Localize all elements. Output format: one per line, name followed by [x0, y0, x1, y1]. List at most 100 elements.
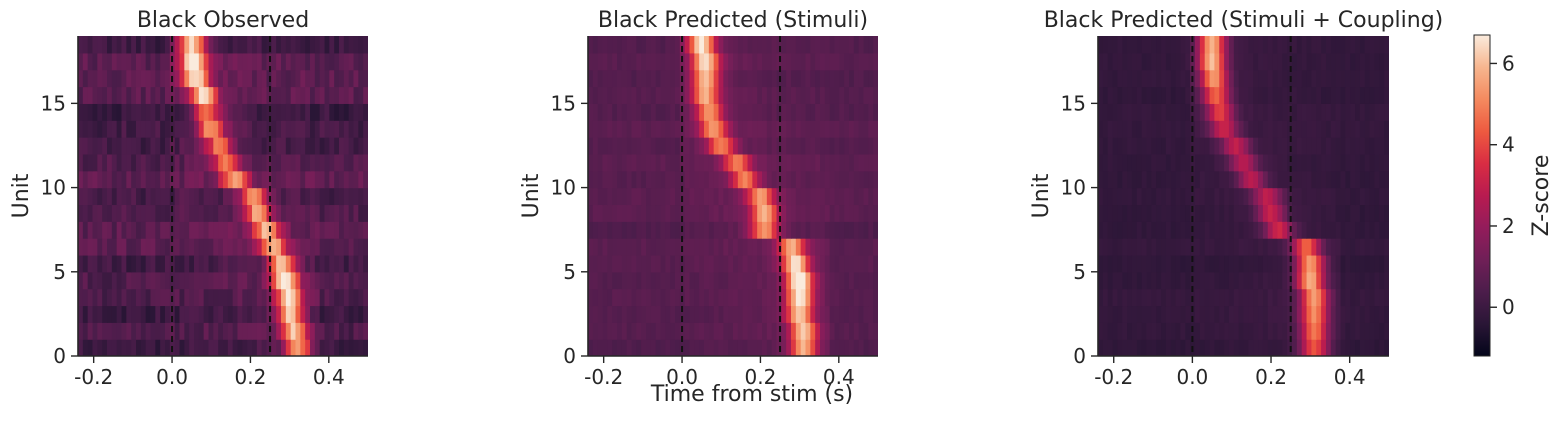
- heatmap-cell: [1219, 288, 1225, 307]
- heatmap-cell: [675, 204, 681, 222]
- heatmap-cell: [218, 288, 224, 307]
- heatmap-cell: [290, 288, 297, 307]
- heatmap-cell: [1262, 170, 1269, 189]
- heatmap-cell: [1219, 271, 1225, 290]
- heatmap-cell: [805, 52, 811, 71]
- heatmap-cell: [363, 86, 368, 104]
- heatmap-cell: [1204, 86, 1211, 104]
- heatmap-cell: [704, 36, 710, 54]
- heatmap-cell: [1224, 170, 1230, 189]
- heatmap-cell: [776, 254, 782, 273]
- heatmap-cell: [810, 254, 816, 273]
- heatmap-cell: [334, 187, 340, 206]
- heatmap-cell: [824, 204, 831, 222]
- heatmap-cell: [1364, 103, 1371, 121]
- heatmap-cell: [1190, 86, 1196, 104]
- heatmap-cell: [1209, 254, 1215, 273]
- heatmap-cell: [1170, 271, 1177, 290]
- heatmap-cell: [592, 36, 599, 54]
- heatmap-cell: [353, 221, 359, 239]
- heatmap-cell: [247, 36, 253, 54]
- heatmap-cell: [111, 52, 118, 71]
- heatmap-cell: [1248, 322, 1254, 340]
- heatmap-cell: [1195, 322, 1201, 340]
- heatmap-cell: [1301, 69, 1308, 88]
- heatmap-cell: [1311, 204, 1317, 222]
- heatmap-cell: [155, 69, 161, 88]
- heatmap-cell: [723, 137, 729, 155]
- heatmap-cell: [1185, 238, 1191, 256]
- heatmap-cell: [1185, 153, 1191, 172]
- heatmap-cell: [1136, 69, 1143, 88]
- heatmap-cell: [863, 288, 869, 307]
- heatmap-cell: [1277, 254, 1283, 273]
- heatmap-cell: [1340, 86, 1346, 104]
- heatmap-cell: [665, 86, 671, 104]
- heatmap-cell: [189, 305, 195, 323]
- heatmap-cell: [271, 86, 277, 104]
- heatmap-cell: [670, 153, 676, 172]
- heatmap-cell: [820, 86, 826, 104]
- heatmap-cell: [820, 221, 826, 239]
- heatmap-cell: [150, 137, 156, 155]
- heatmap-cell: [699, 187, 705, 206]
- heatmap-cell: [597, 170, 604, 189]
- heatmap-cell: [1306, 204, 1312, 222]
- heatmap-cell: [820, 137, 826, 155]
- heatmap-cell: [791, 271, 797, 290]
- heatmap-cell: [232, 322, 239, 340]
- heatmap-cell: [1267, 322, 1274, 340]
- heatmap-cell: [189, 36, 195, 54]
- heatmap-cell: [1243, 238, 1249, 256]
- heatmap-cell: [660, 137, 666, 155]
- heatmap-cell: [1175, 322, 1182, 340]
- heatmap-cell: [752, 254, 758, 273]
- heatmap-cell: [704, 339, 710, 356]
- heatmap-cell: [795, 221, 802, 239]
- colorbar-gradient: [1473, 34, 1491, 357]
- heatmap-cell: [1262, 137, 1269, 155]
- heatmap-cell: [223, 120, 229, 138]
- heatmap-cell: [1258, 238, 1264, 256]
- heatmap-cell: [310, 288, 316, 307]
- heatmap-cell: [281, 120, 287, 138]
- heatmap-cell: [1175, 103, 1182, 121]
- heatmap-cell: [858, 36, 865, 54]
- heatmap-cell: [1311, 69, 1317, 88]
- heatmap-cell: [670, 288, 676, 307]
- heatmap-cell: [194, 137, 200, 155]
- heatmap-cell: [160, 36, 166, 54]
- heatmap-cell: [641, 103, 647, 121]
- heatmap-cell: [1359, 288, 1366, 307]
- y-tick-label: 15: [41, 91, 66, 115]
- heatmap-cell: [805, 254, 811, 273]
- heatmap-cell: [339, 322, 345, 340]
- heatmap-cell: [723, 288, 729, 307]
- heatmap-cell: [232, 153, 239, 172]
- heatmap-cell: [810, 153, 816, 172]
- heatmap-cell: [1180, 305, 1186, 323]
- heatmap-cell: [1355, 339, 1361, 356]
- heatmap-cell: [723, 238, 729, 256]
- heatmap-cell: [1321, 271, 1327, 290]
- heatmap-cell: [853, 339, 860, 356]
- heatmap-cell: [1204, 36, 1211, 54]
- heatmap-cell: [1311, 120, 1317, 138]
- heatmap-cell: [650, 103, 657, 121]
- heatmap-cell: [694, 271, 700, 290]
- heatmap-cell: [1180, 339, 1186, 356]
- heatmap-cell: [1379, 339, 1385, 356]
- heatmap-cell: [252, 238, 258, 256]
- heatmap-cell: [834, 271, 840, 290]
- heatmap-cell: [329, 137, 335, 155]
- heatmap-cell: [343, 69, 350, 88]
- heatmap-cell: [607, 52, 613, 71]
- heatmap-cell: [1122, 103, 1128, 121]
- heatmap-cell: [1364, 86, 1371, 104]
- heatmap-cell: [1228, 271, 1235, 290]
- heatmap-cell: [844, 271, 850, 290]
- heatmap-cell: [694, 221, 700, 239]
- heatmap-cell: [126, 153, 132, 172]
- heatmap-cell: [1224, 103, 1230, 121]
- heatmap-cell: [1233, 221, 1240, 239]
